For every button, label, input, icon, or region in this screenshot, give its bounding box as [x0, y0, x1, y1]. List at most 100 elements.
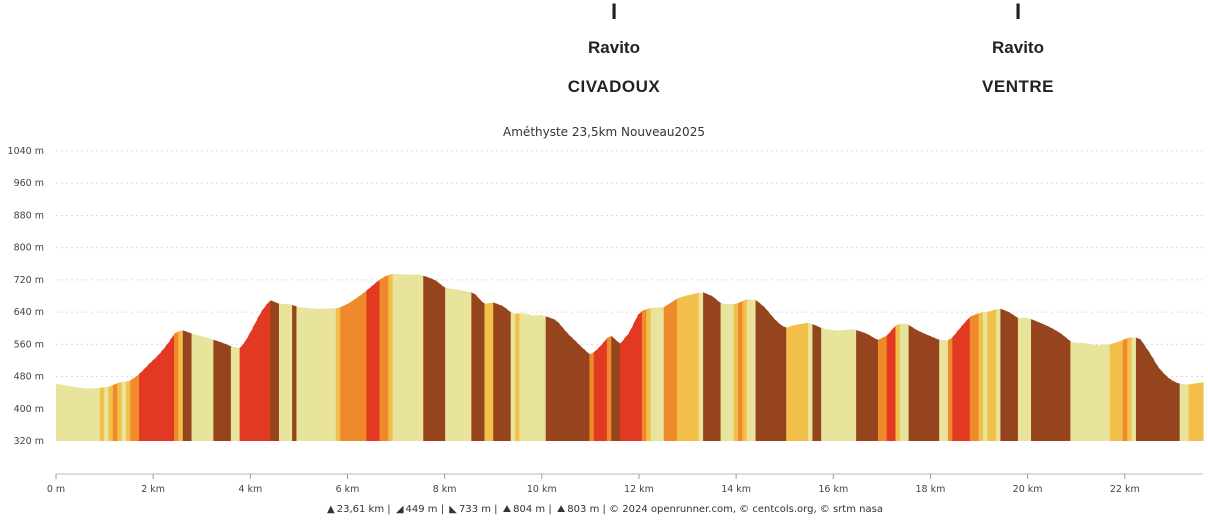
profile-segment	[383, 275, 389, 441]
profile-segment	[401, 274, 407, 441]
profile-segment	[261, 305, 267, 441]
profile-segment	[283, 304, 289, 441]
profile-segment	[1100, 344, 1106, 441]
profile-segment	[130, 377, 136, 441]
distance-icon: ▲	[327, 504, 335, 515]
profile-segment	[742, 299, 748, 441]
profile-segment	[466, 291, 472, 441]
profile-segment	[327, 308, 333, 441]
profile-segment	[195, 334, 201, 441]
profile-segment	[86, 388, 92, 441]
profile-segment	[1197, 382, 1203, 441]
profile-segment	[1048, 326, 1054, 441]
profile-segment	[589, 352, 595, 441]
profile-segment	[1070, 341, 1076, 441]
profile-segment	[593, 348, 599, 441]
profile-segment	[703, 292, 709, 441]
profile-segment	[449, 288, 455, 441]
x-tick-label: 18 km	[916, 484, 946, 495]
profile-segment	[755, 300, 761, 441]
profile-segment	[1004, 310, 1010, 441]
profile-segment	[738, 300, 744, 441]
profile-segment	[1022, 317, 1028, 441]
profile-segment	[104, 386, 110, 441]
profile-segment	[152, 356, 158, 441]
profile-segment	[869, 335, 875, 441]
profile-segment	[825, 329, 831, 441]
axes: 320 m 400 m 480 m 560 m 640 m 720 m 800 m 880 m…	[8, 146, 1203, 495]
profile-segment	[488, 302, 494, 441]
profile-segment	[1175, 382, 1181, 441]
x-tick-label: 2 km	[141, 484, 165, 495]
profile-segment	[576, 342, 582, 441]
profile-segment	[60, 384, 66, 441]
profile-segment	[169, 333, 175, 441]
profile-segment	[226, 344, 232, 441]
profile-segment	[340, 305, 346, 441]
profile-segment	[182, 330, 188, 441]
profile-segment	[1144, 345, 1150, 441]
profile-segment	[484, 303, 490, 441]
profile-segment	[117, 381, 123, 441]
profile-segment	[147, 360, 153, 441]
profile-segment	[908, 325, 914, 441]
x-tick-label: 0 m	[47, 484, 65, 495]
profile-segment	[536, 314, 542, 441]
profile-segment	[759, 303, 765, 441]
profile-segment	[934, 338, 940, 441]
profile-segment	[1109, 343, 1115, 441]
profile-segment	[1039, 322, 1045, 441]
profile-segment	[764, 307, 770, 441]
profile-segment	[160, 346, 166, 441]
profile-segment	[808, 322, 814, 441]
profile-segment	[1031, 319, 1036, 441]
profile-segment	[554, 319, 560, 441]
profile-segment	[558, 323, 564, 441]
profile-segment	[904, 323, 910, 441]
marker-label: Ravito	[992, 38, 1044, 57]
profile-segment	[69, 385, 75, 441]
profile-segment	[663, 304, 669, 441]
profile-segment	[961, 321, 967, 441]
profile-segment	[257, 310, 263, 441]
profile-segment	[681, 295, 687, 441]
descent-icon: ◣	[449, 504, 457, 515]
profile-segment	[313, 308, 319, 441]
profile-segment	[598, 343, 604, 441]
stat-ascent: 449 m	[405, 504, 438, 515]
profile-segment	[729, 304, 735, 441]
profile-segment	[633, 315, 639, 441]
profile-segment	[1009, 312, 1015, 441]
profile-segment	[668, 301, 674, 441]
profile-segment	[996, 308, 1002, 441]
profile-segment	[1017, 317, 1023, 441]
elevation-profile	[56, 273, 1204, 441]
profile-segment	[1188, 383, 1194, 441]
profile-segment	[375, 279, 381, 441]
profile-segment	[602, 337, 608, 441]
profile-segment	[1035, 320, 1041, 441]
profile-segment	[1192, 383, 1198, 441]
profile-segment	[515, 313, 521, 441]
profile-segment	[1074, 342, 1080, 441]
x-tick-label: 8 km	[433, 484, 457, 495]
route-stats-footer: ▲ 23,61 km | ◢ 449 m | ◣ 733 m | ⛰ 804 m | ⛰…	[327, 504, 883, 515]
profile-segment	[357, 293, 363, 441]
profile-segment	[453, 289, 459, 441]
profile-segment	[969, 314, 975, 441]
profile-segment	[178, 330, 184, 441]
profile-segment	[458, 289, 464, 441]
profile-segment	[917, 330, 923, 441]
profile-segment	[1179, 383, 1185, 441]
x-tick-label: 16 km	[818, 484, 848, 495]
profile-segment	[187, 332, 193, 441]
profile-segment	[624, 332, 630, 441]
profile-segment	[659, 306, 665, 441]
profile-segment	[379, 276, 385, 441]
profile-segment	[751, 299, 757, 441]
profile-segment	[362, 290, 368, 441]
profile-segment	[1157, 366, 1163, 441]
profile-segment	[1118, 339, 1124, 441]
stat-descent: 733 m	[458, 504, 491, 515]
profile-segment	[1083, 342, 1089, 441]
